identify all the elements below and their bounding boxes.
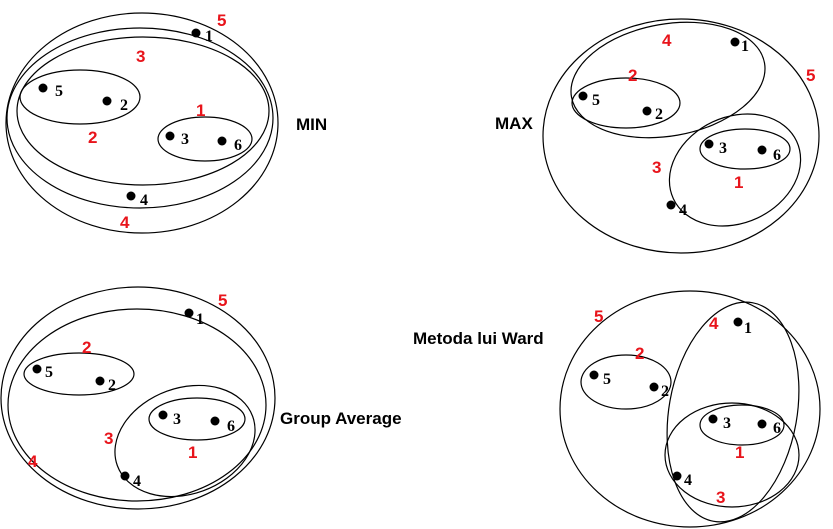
point-label: 1 (205, 28, 213, 45)
cluster-ring-4 (666, 301, 800, 523)
merge-step-label: 2 (635, 344, 644, 363)
merge-step-label: 1 (734, 173, 743, 192)
point-label: 3 (173, 411, 181, 428)
merge-step-label: 4 (662, 31, 672, 50)
point-marker (649, 382, 659, 392)
merge-step-label: 3 (716, 488, 725, 507)
merge-step-label: 2 (82, 338, 91, 357)
point-label: 4 (133, 473, 141, 490)
point-label: 5 (603, 371, 611, 388)
cluster-ring-3 (16, 36, 270, 186)
point-marker (158, 410, 168, 420)
point-marker (32, 364, 42, 374)
point-label: 4 (679, 202, 687, 219)
point-label: 2 (661, 383, 669, 400)
point-marker (708, 414, 718, 424)
point-label: 2 (120, 97, 128, 114)
merge-step-label: 3 (136, 47, 145, 66)
cluster-ring-outer (5, 12, 279, 234)
cluster-ring-3 (114, 384, 256, 498)
point-label: 1 (741, 38, 749, 55)
point-marker (666, 200, 676, 210)
point-marker (589, 370, 599, 380)
panel-title: MAX (495, 114, 533, 133)
cluster-ring-1 (699, 404, 785, 446)
cluster-ring-outer (542, 18, 820, 254)
panel-title: MIN (296, 115, 327, 134)
panel-max: 1 5 2 3 6 4 4 5 2 3 1 MAX (495, 18, 820, 254)
point-marker (757, 145, 767, 155)
point-marker (210, 416, 220, 426)
point-label: 3 (181, 131, 189, 148)
cluster-ring-4 (570, 21, 766, 139)
cluster-ring-outer (559, 290, 821, 528)
point-marker (120, 471, 130, 481)
point-label: 3 (723, 415, 731, 432)
point-marker (184, 308, 194, 318)
point-label: 5 (592, 92, 600, 109)
cluster-ring-2 (580, 354, 672, 410)
merge-step-label: 5 (218, 291, 227, 310)
point-label: 6 (234, 137, 242, 154)
merge-step-label: 1 (196, 101, 205, 120)
cluster-ring-3 (664, 402, 800, 508)
point-label: 2 (655, 106, 663, 123)
cluster-ring-1 (157, 116, 253, 162)
point-marker (217, 136, 227, 146)
cluster-ring-2 (19, 69, 141, 125)
point-label: 5 (55, 83, 63, 100)
panel-group-average: 1 5 2 3 6 4 5 2 3 1 4 Group Average (0, 286, 402, 510)
point-marker (38, 83, 48, 93)
point-marker (757, 419, 767, 429)
point-label: 6 (773, 420, 781, 437)
point-label: 6 (773, 147, 781, 164)
point-marker (642, 106, 652, 116)
cluster-ring-1 (148, 397, 246, 441)
cluster-ring-outer (0, 286, 276, 510)
merge-step-label: 3 (104, 429, 113, 448)
point-label: 6 (227, 418, 235, 435)
merge-step-label: 1 (188, 443, 197, 462)
merge-step-label: 2 (88, 128, 97, 147)
cluster-ring-2 (571, 77, 681, 129)
point-label: 1 (196, 311, 204, 328)
merge-step-label: 5 (217, 11, 226, 30)
merge-step-label: 3 (652, 158, 661, 177)
point-marker (102, 96, 112, 106)
panel-title: Metoda lui Ward (413, 329, 544, 348)
point-marker (165, 131, 175, 141)
merge-step-label: 5 (806, 66, 815, 85)
point-label: 4 (684, 472, 692, 489)
merge-step-label: 1 (735, 443, 744, 462)
point-marker (730, 37, 740, 47)
point-label: 3 (719, 140, 727, 157)
cluster-ring-1 (699, 128, 791, 170)
point-label: 1 (744, 320, 752, 337)
cluster-ring-3 (668, 113, 802, 227)
point-label: 4 (140, 192, 148, 209)
panel-title: Group Average (280, 409, 402, 428)
merge-step-label: 4 (120, 213, 130, 232)
point-marker (191, 28, 201, 38)
merge-step-label: 2 (628, 66, 637, 85)
merge-step-label: 5 (594, 307, 603, 326)
merge-step-label: 4 (709, 314, 719, 333)
point-marker (578, 91, 588, 101)
point-label: 5 (45, 364, 53, 381)
cluster-ring-2 (23, 352, 135, 396)
panel-ward: 1 5 2 3 6 4 5 4 2 1 3 Metoda lui Ward (413, 290, 821, 528)
merge-step-label: 4 (28, 452, 38, 471)
point-marker (704, 139, 714, 149)
point-marker (126, 191, 136, 201)
cluster-ring-4 (7, 308, 267, 502)
cluster-ring-4 (6, 27, 274, 209)
point-label: 2 (108, 377, 116, 394)
panel-min: 1 5 2 3 6 4 5 3 2 1 4 MIN (5, 11, 327, 234)
point-marker (733, 317, 743, 327)
point-marker (672, 471, 682, 481)
point-marker (95, 376, 105, 386)
